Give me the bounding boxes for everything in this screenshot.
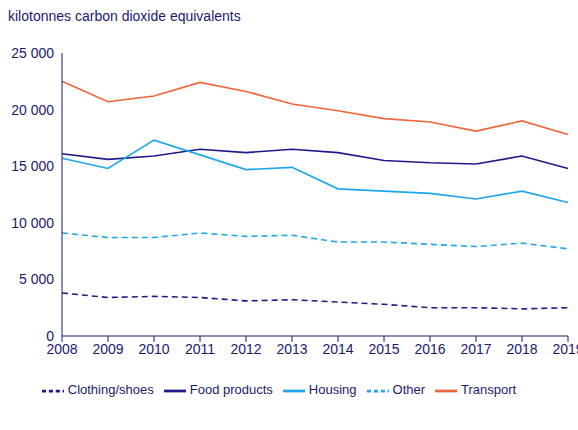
html-text:Clothing/shoes: Clothing/shoes	[67, 382, 154, 398]
svg-text:20 000: 20 000	[11, 102, 54, 118]
svg-text:2017: 2017	[460, 341, 491, 357]
svg-text:25 000: 25 000	[11, 45, 54, 61]
html-text:Housing: Housing	[308, 382, 357, 398]
svg-text:2016: 2016	[414, 341, 445, 357]
svg-text:2012: 2012	[230, 341, 261, 357]
svg-text:5 000: 5 000	[19, 271, 54, 287]
html-text:Transport: Transport	[461, 382, 517, 398]
svg-text:2010: 2010	[138, 341, 169, 357]
html-text:Other: Other	[392, 382, 426, 398]
html-text:kilotonnes carbon dioxide equi: kilotonnes carbon dioxide equivalents	[8, 8, 241, 24]
svg-text:2018: 2018	[506, 341, 537, 357]
svg-text:15 000: 15 000	[11, 158, 54, 174]
svg-text:2015: 2015	[368, 341, 399, 357]
svg-text:2013: 2013	[276, 341, 307, 357]
svg-text:2014: 2014	[322, 341, 353, 357]
svg-text:0: 0	[46, 328, 54, 344]
svg-text:2009: 2009	[92, 341, 123, 357]
svg-text:2011: 2011	[185, 341, 215, 357]
svg-text:2019: 2019	[552, 341, 570, 357]
svg-text:2008: 2008	[46, 340, 78, 357]
html-text:Food products: Food products	[189, 382, 273, 398]
svg-text:10 000: 10 000	[11, 215, 54, 231]
